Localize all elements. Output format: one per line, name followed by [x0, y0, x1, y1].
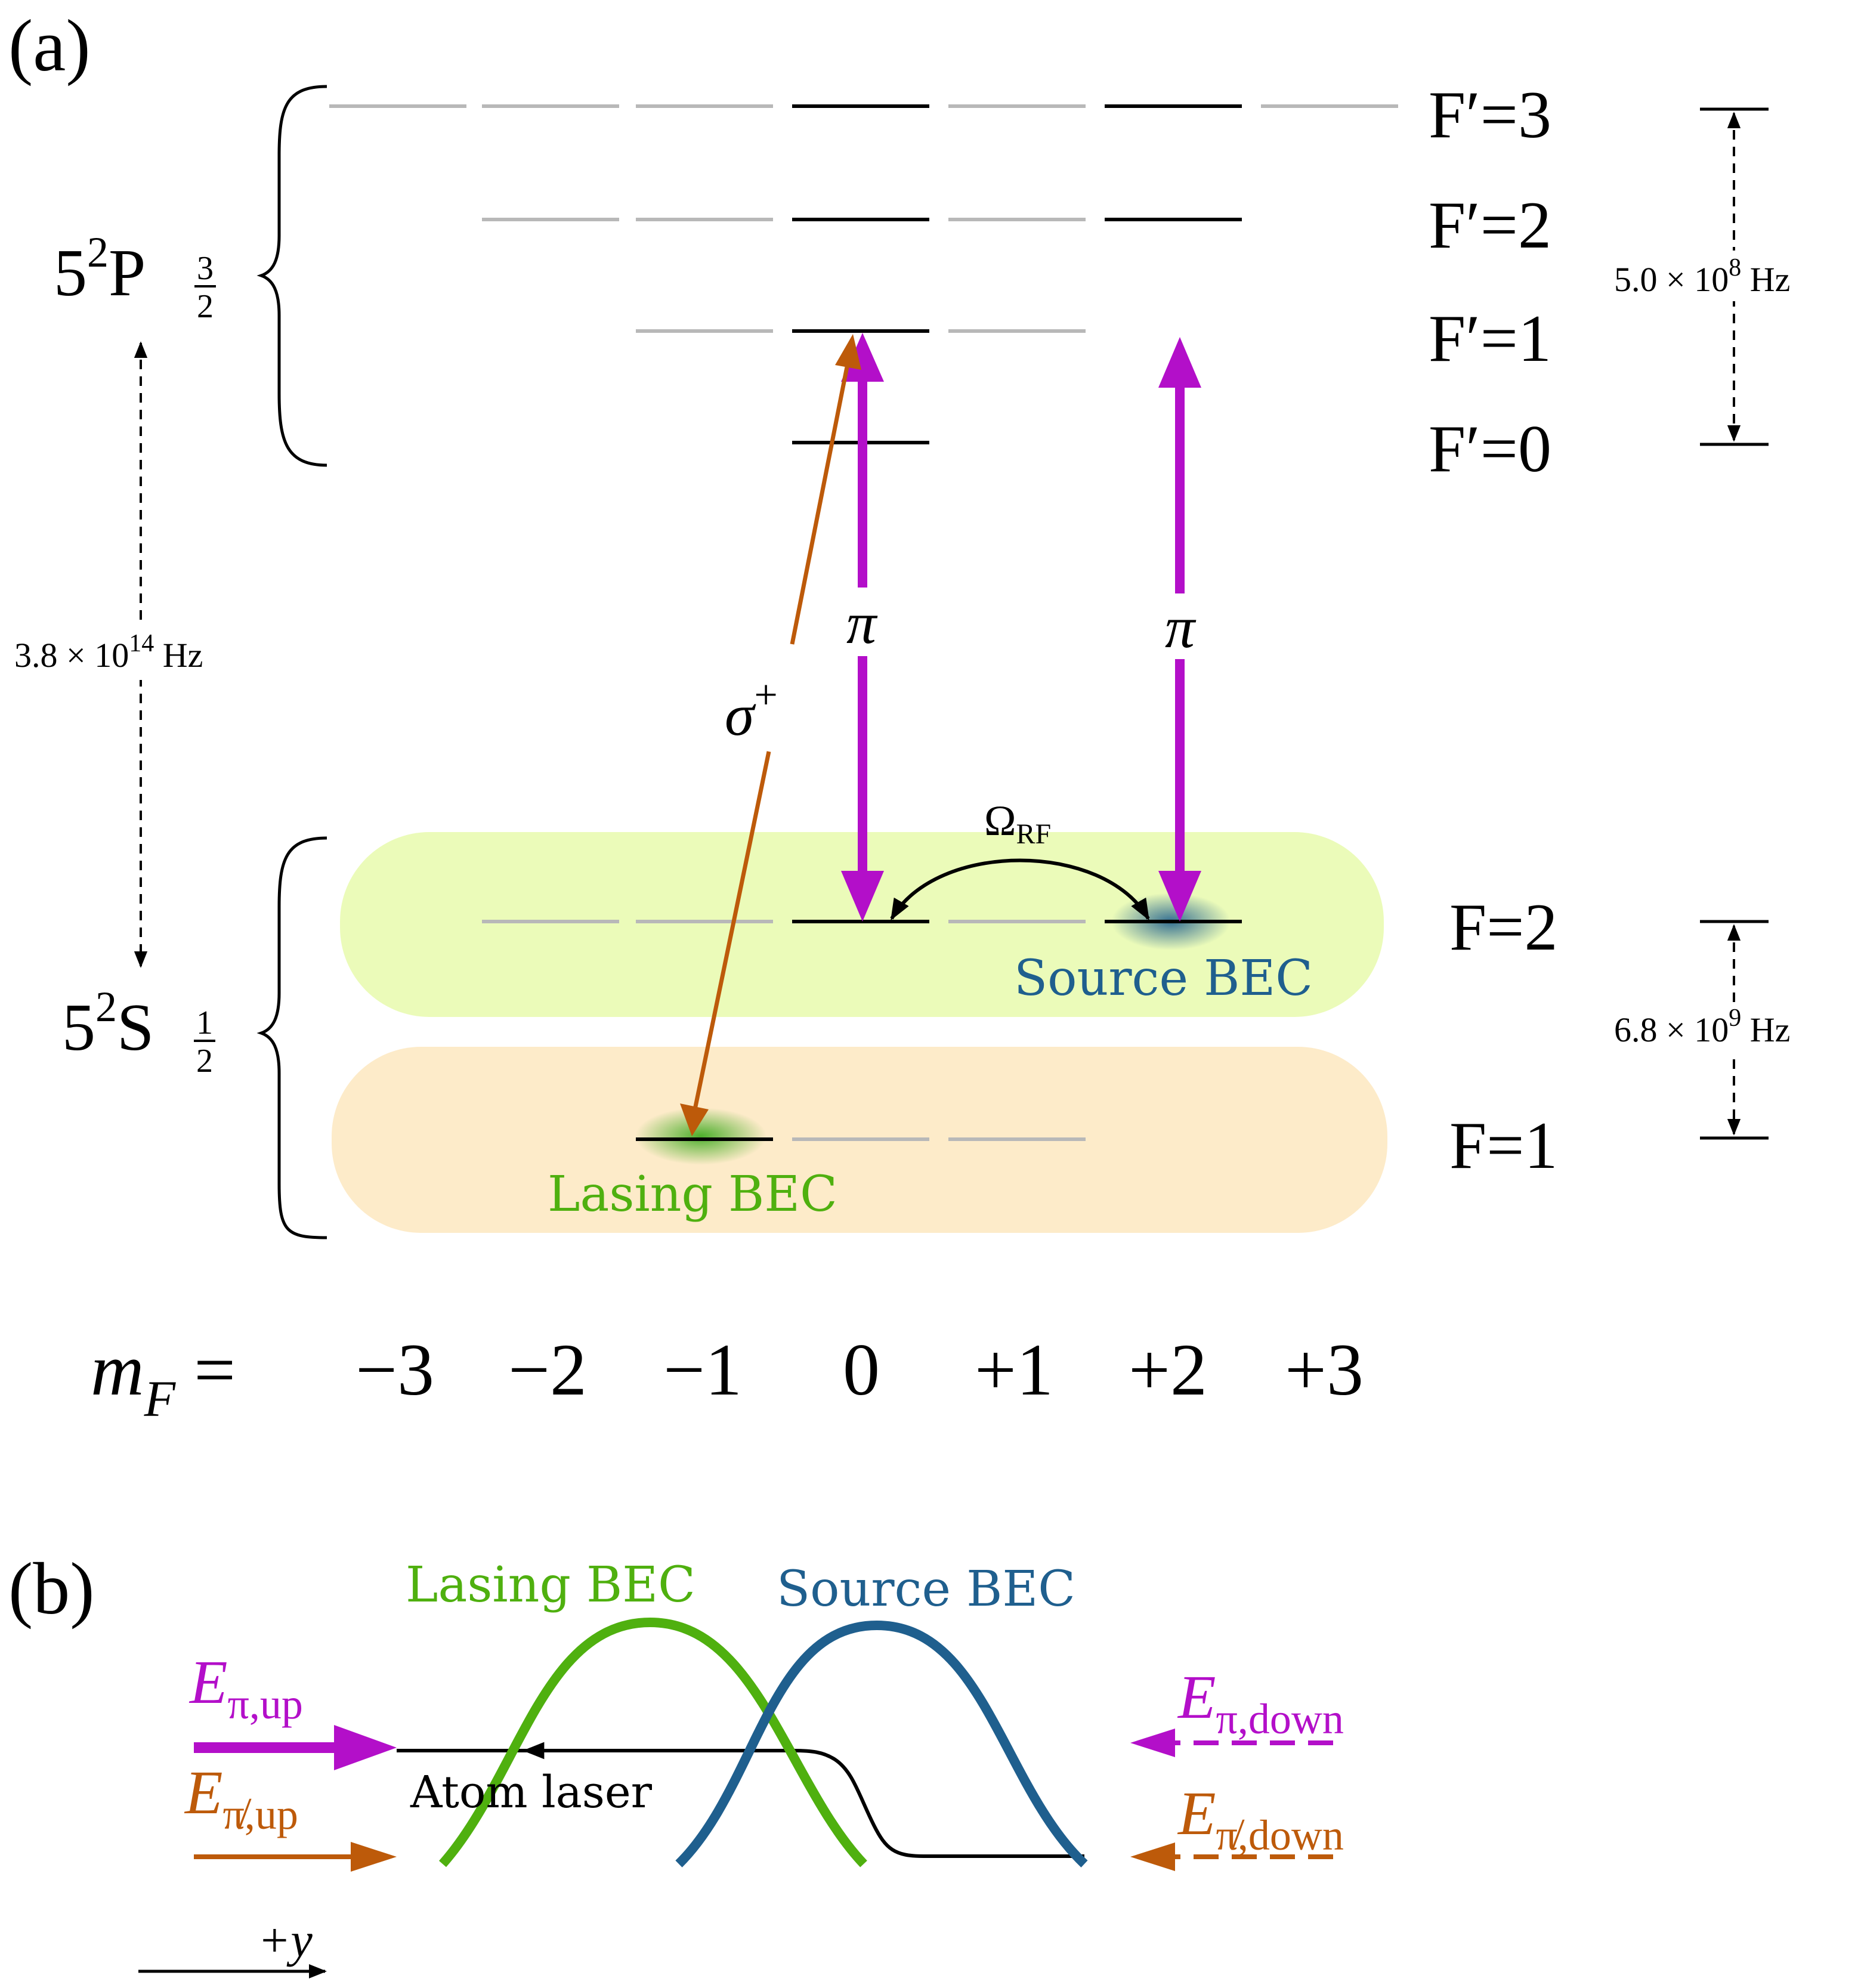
- y-axis-label: +y: [258, 1913, 313, 1967]
- source-bec-profile: [675, 1620, 1088, 1868]
- upper-sub-den: 2: [197, 288, 214, 325]
- mf-value: −2: [508, 1329, 587, 1411]
- e-pi-down-label: Eπ,down: [1177, 1663, 1344, 1743]
- upper-sub-num: 3: [197, 250, 214, 287]
- e-npi-down-label: Eπ̸,down: [1177, 1779, 1344, 1859]
- panel-a-label: (a): [8, 5, 91, 86]
- atom-laser-profile: [531, 1749, 1084, 1858]
- mf-value: 0: [843, 1329, 880, 1411]
- optical-gap-label: 3.8 × 1014 Hz: [14, 630, 203, 675]
- mf-value: −3: [355, 1329, 434, 1411]
- e-npi-up-arrow-head: [351, 1842, 397, 1872]
- lower-brace: [256, 836, 327, 1239]
- label-fp3: F′=3: [1429, 78, 1551, 152]
- mf-values: −3 −2 −1 0 +1 +2 +3: [355, 1329, 1364, 1411]
- source-bec-label-a: Source BEC: [1014, 950, 1313, 1007]
- atom-laser-label: Atom laser: [410, 1767, 653, 1818]
- mf-value: +2: [1129, 1329, 1207, 1411]
- e-pi-up-arrow-head: [334, 1725, 397, 1770]
- upper-manifold-label: 52P: [54, 228, 146, 310]
- mf-axis-label: mF =: [91, 1329, 236, 1427]
- e-pi-up-label: Eπ,up: [188, 1648, 303, 1728]
- rf-coupling-arrow: [890, 858, 1150, 921]
- pi-label-left: π: [846, 590, 878, 656]
- label-f2: F=2: [1449, 891, 1557, 964]
- lower-sub-num: 1: [196, 1004, 213, 1041]
- lasing-bec-profile: [438, 1617, 867, 1868]
- e-npi-down-arrow-head: [1130, 1842, 1175, 1871]
- excited-span-label: 5.0 × 108 Hz: [1614, 254, 1790, 299]
- label-fp1: F′=1: [1429, 302, 1551, 376]
- pi-arrow-mf2: [1158, 337, 1201, 922]
- lasing-bec-label-a: Lasing BEC: [548, 1166, 837, 1223]
- ground-span-label: 6.8 × 109 Hz: [1614, 1004, 1790, 1049]
- f2-band: [340, 832, 1384, 1017]
- mf-value: −1: [663, 1329, 742, 1411]
- mf-value: +3: [1285, 1329, 1364, 1411]
- excited-span-mask: [1610, 251, 1861, 301]
- sigma-plus-label: σ+: [725, 672, 778, 748]
- lasing-bec-cloud: [635, 1108, 766, 1165]
- source-bec-label-b: Source BEC: [777, 1561, 1075, 1618]
- mf-value: +1: [975, 1329, 1053, 1411]
- rf-label: ΩRF: [984, 797, 1051, 850]
- optical-gap-mask: [12, 626, 274, 680]
- panel-b-label: (b): [8, 1548, 95, 1630]
- label-fp0: F′=0: [1429, 412, 1551, 486]
- lasing-bec-label-b: Lasing BEC: [406, 1557, 695, 1613]
- lower-manifold-label: 52S: [62, 983, 154, 1065]
- pi-arrow-mf0: [841, 333, 884, 922]
- label-fp2: F′=2: [1429, 188, 1551, 262]
- ground-span-mask: [1610, 1002, 1861, 1053]
- upper-brace: [256, 85, 327, 467]
- pi-label-right: π: [1165, 594, 1197, 660]
- lower-sub-den: 2: [196, 1043, 213, 1080]
- e-pi-down-arrow-head: [1130, 1729, 1175, 1757]
- label-f1: F=1: [1449, 1109, 1557, 1183]
- sigma-plus-arrow: [680, 334, 861, 1136]
- e-npi-up-label: Eπ̸,up: [184, 1758, 298, 1838]
